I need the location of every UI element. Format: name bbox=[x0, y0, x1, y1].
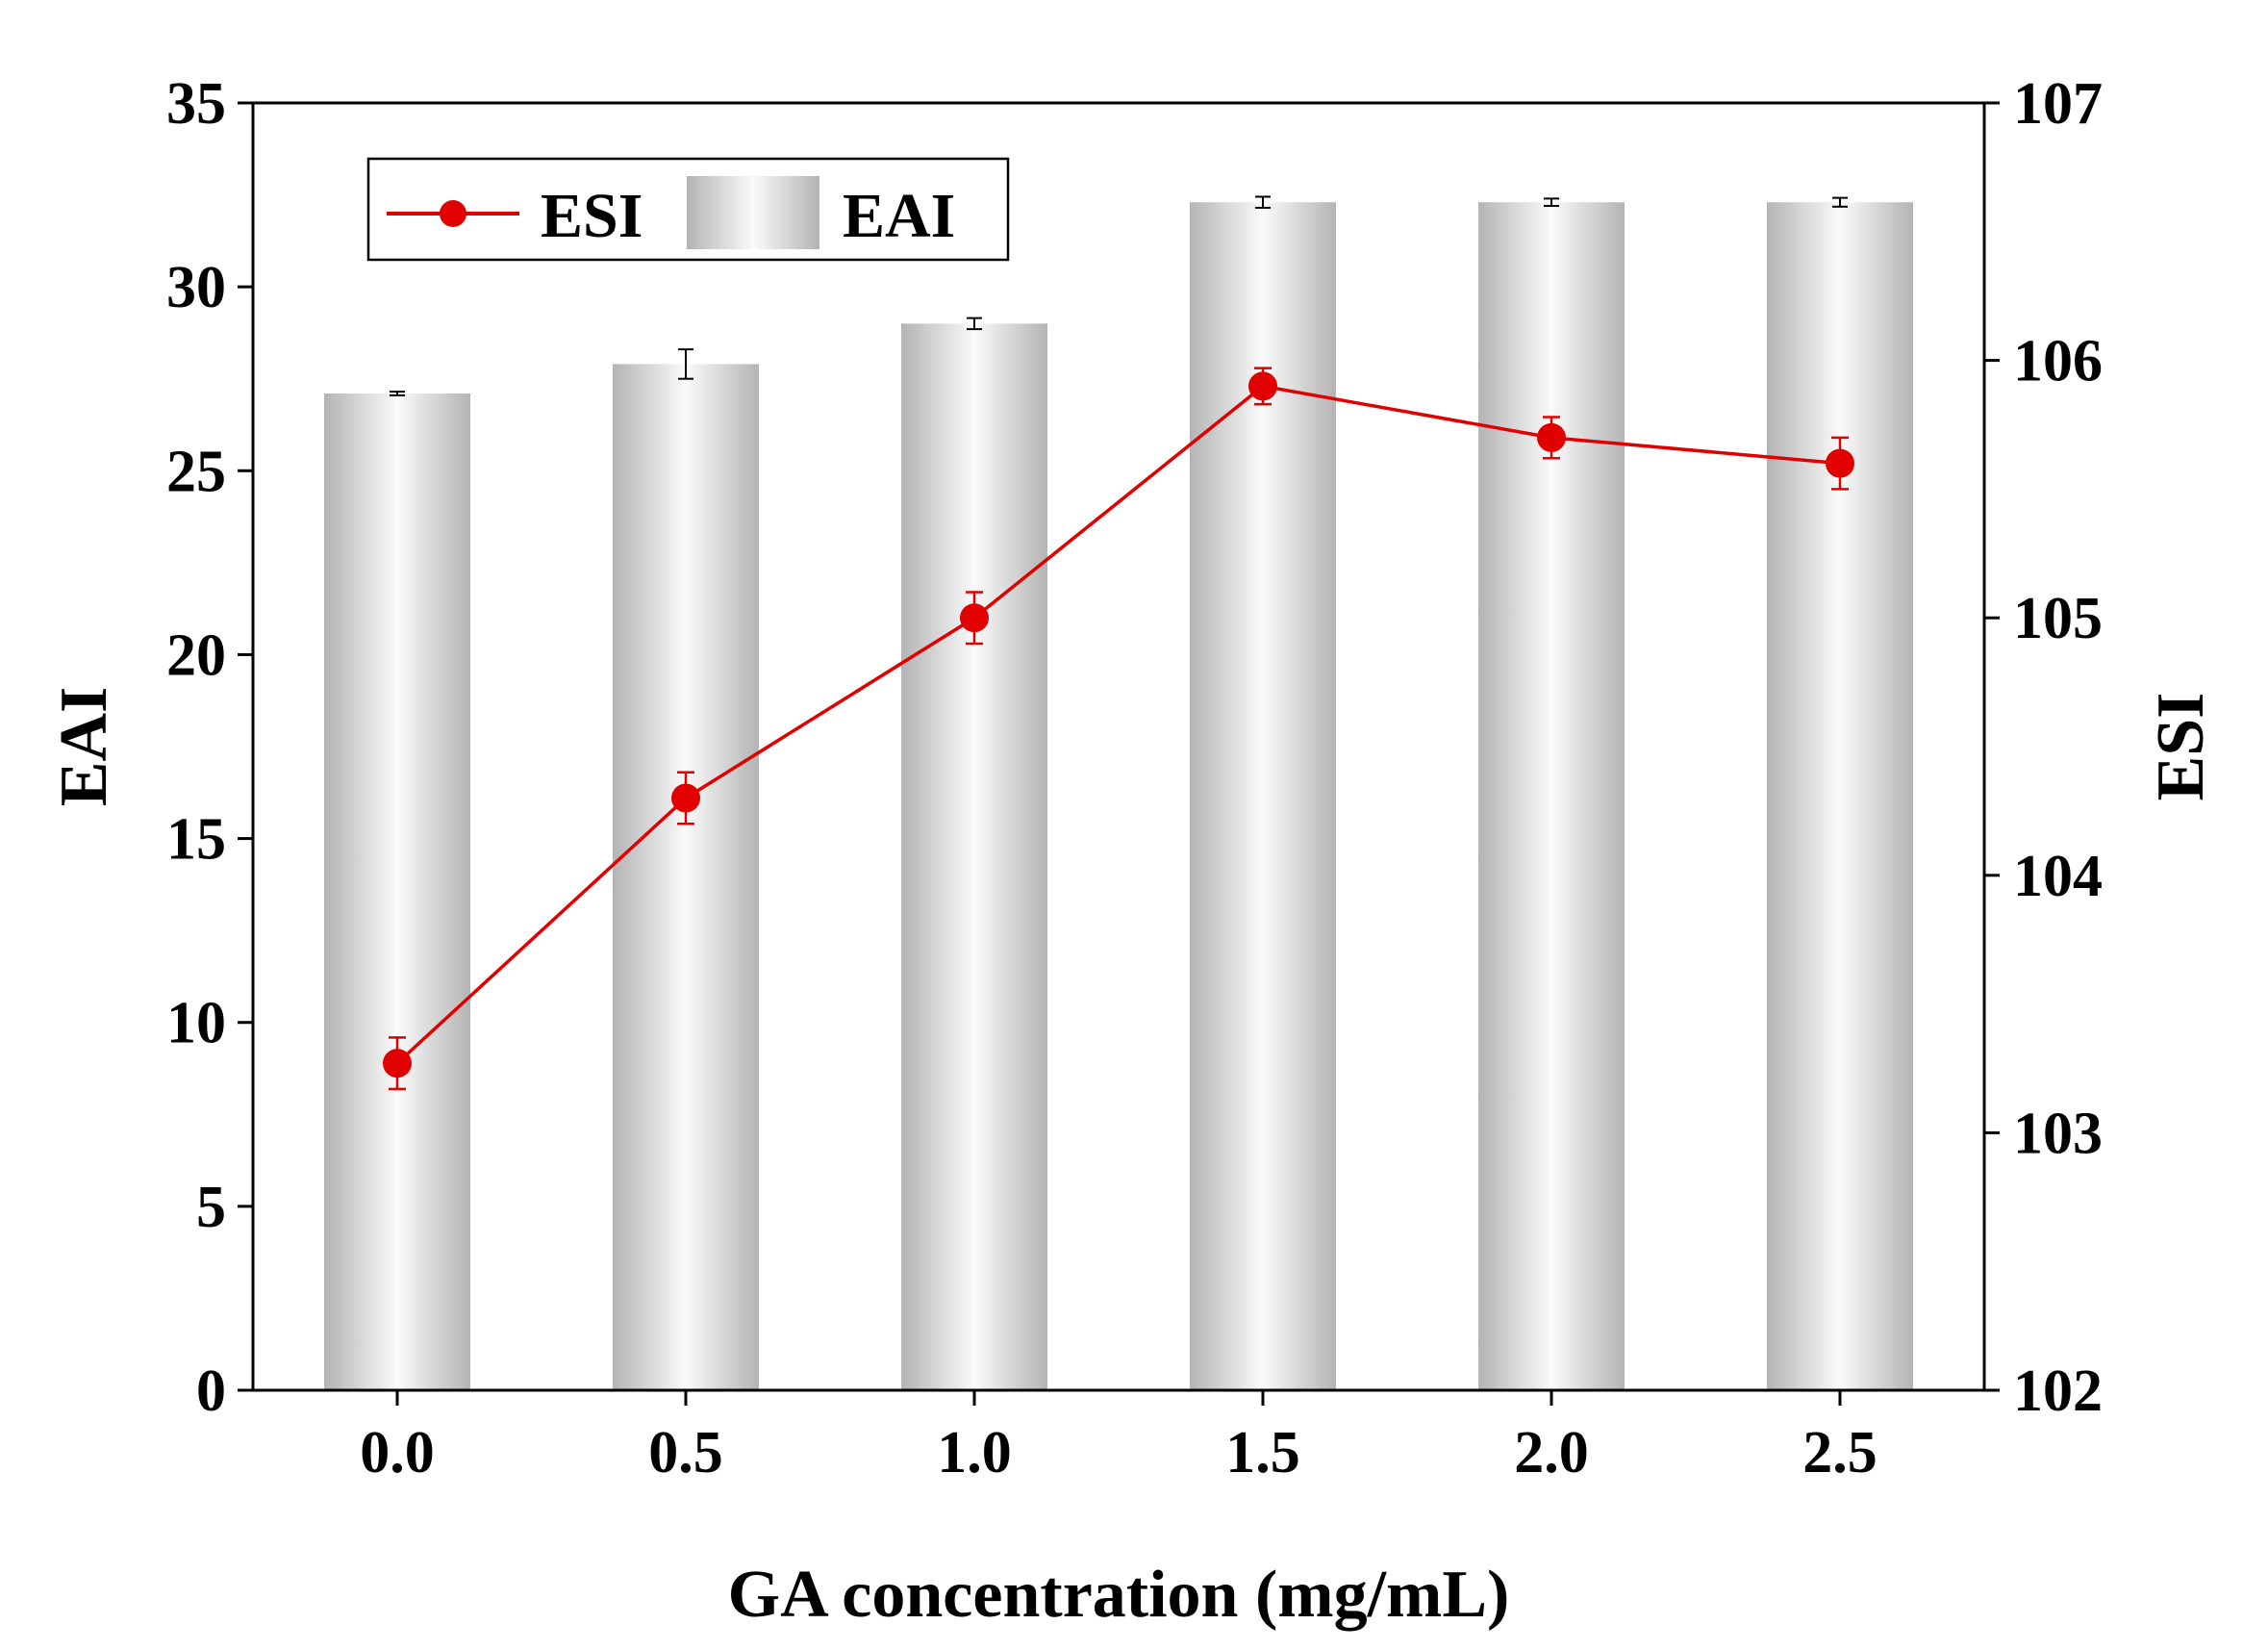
esi-point bbox=[1537, 422, 1566, 452]
esi-point bbox=[960, 603, 989, 633]
x-tick-label: 0.0 bbox=[360, 1420, 435, 1485]
legend-esi-marker bbox=[440, 200, 466, 227]
eai-error-bars bbox=[390, 195, 1848, 396]
esi-point bbox=[1826, 448, 1854, 478]
x-axis-title: GA concentration (mg/mL) bbox=[728, 1558, 1510, 1632]
legend-esi-label: ESI bbox=[541, 181, 643, 251]
legend-eai-swatch bbox=[687, 176, 819, 249]
eai-bar bbox=[1767, 202, 1913, 1390]
left-tick-label: 15 bbox=[166, 807, 226, 873]
right-axis: 102 103 104 105 106 107 bbox=[1984, 71, 2103, 1424]
left-tick-label: 0 bbox=[196, 1358, 226, 1424]
eai-bar bbox=[901, 323, 1047, 1390]
x-axis: 0.0 0.5 1.0 1.5 2.0 2.5 bbox=[360, 1390, 1877, 1485]
x-tick-label: 1.5 bbox=[1225, 1420, 1300, 1485]
left-axis: 0 5 10 15 20 25 30 35 bbox=[166, 71, 253, 1424]
left-tick-label: 25 bbox=[166, 439, 226, 504]
left-tick-label: 5 bbox=[196, 1175, 226, 1240]
x-tick-label: 2.5 bbox=[1802, 1420, 1877, 1485]
esi-point bbox=[671, 783, 700, 813]
right-tick-label: 104 bbox=[2013, 844, 2103, 909]
right-tick-label: 102 bbox=[2013, 1358, 2103, 1424]
right-tick-label: 105 bbox=[2013, 586, 2103, 651]
x-tick-label: 2.0 bbox=[1514, 1420, 1589, 1485]
legend-eai-label: EAI bbox=[843, 181, 955, 251]
left-tick-label: 10 bbox=[166, 991, 226, 1056]
left-axis-title: EAI bbox=[47, 687, 121, 806]
esi-series bbox=[383, 367, 1854, 1091]
x-tick-label: 0.5 bbox=[648, 1420, 723, 1485]
eai-bar bbox=[1478, 202, 1625, 1390]
eai-bar bbox=[613, 364, 759, 1390]
x-tick-label: 1.0 bbox=[937, 1420, 1012, 1485]
esi-point bbox=[383, 1049, 412, 1079]
left-tick-label: 20 bbox=[166, 622, 226, 688]
esi-point bbox=[1248, 371, 1277, 401]
eai-bar bbox=[324, 393, 470, 1390]
left-tick-label: 30 bbox=[166, 255, 226, 320]
right-tick-label: 106 bbox=[2013, 329, 2103, 394]
left-tick-label: 35 bbox=[166, 71, 226, 137]
right-axis-title: ESI bbox=[2144, 693, 2218, 801]
eai-bars bbox=[324, 202, 1913, 1390]
legend: ESI EAI bbox=[366, 157, 1010, 262]
right-tick-label: 103 bbox=[2013, 1101, 2103, 1166]
right-tick-label: 107 bbox=[2013, 71, 2103, 137]
plot-frame bbox=[251, 101, 1986, 1392]
esi-line bbox=[395, 384, 1841, 1065]
